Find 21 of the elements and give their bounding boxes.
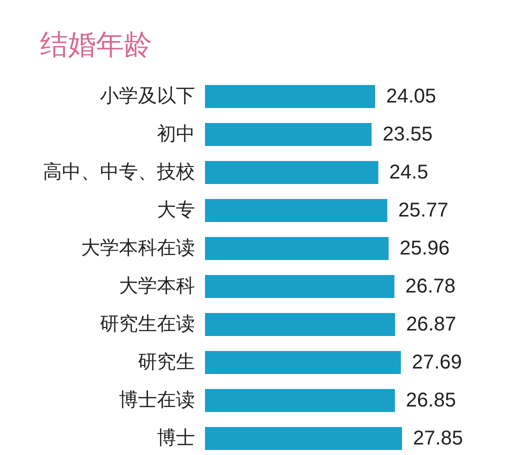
data-label: 27.85: [413, 428, 464, 450]
data-label: 26.87: [406, 314, 456, 336]
data-label: 25.77: [398, 200, 448, 222]
y-tick-label: 研究生在读: [100, 314, 195, 335]
y-tick-label: 小学及以下: [100, 86, 195, 107]
data-label: 24.05: [386, 86, 436, 108]
y-tick-label: 研究生: [138, 352, 195, 373]
data-label: 27.69: [412, 352, 462, 374]
data-label: 24.5: [389, 162, 428, 184]
y-tick-label: 大学本科在读: [81, 238, 195, 259]
title: 结婚年龄: [40, 29, 152, 60]
y-tick-label: 高中、中专、技校: [43, 162, 195, 183]
y-tick-label: 大学本科: [119, 276, 195, 297]
data-label: 26.78: [405, 276, 456, 298]
y-tick-label: 大专: [157, 200, 195, 221]
y-tick-label: 博士在读: [119, 390, 195, 411]
data-label: 26.85: [406, 390, 456, 412]
y-tick-label: 博士: [157, 428, 195, 449]
data-label: 23.55: [382, 124, 433, 146]
y-tick-label: 初中: [157, 124, 195, 145]
data-label: 25.96: [400, 238, 450, 260]
